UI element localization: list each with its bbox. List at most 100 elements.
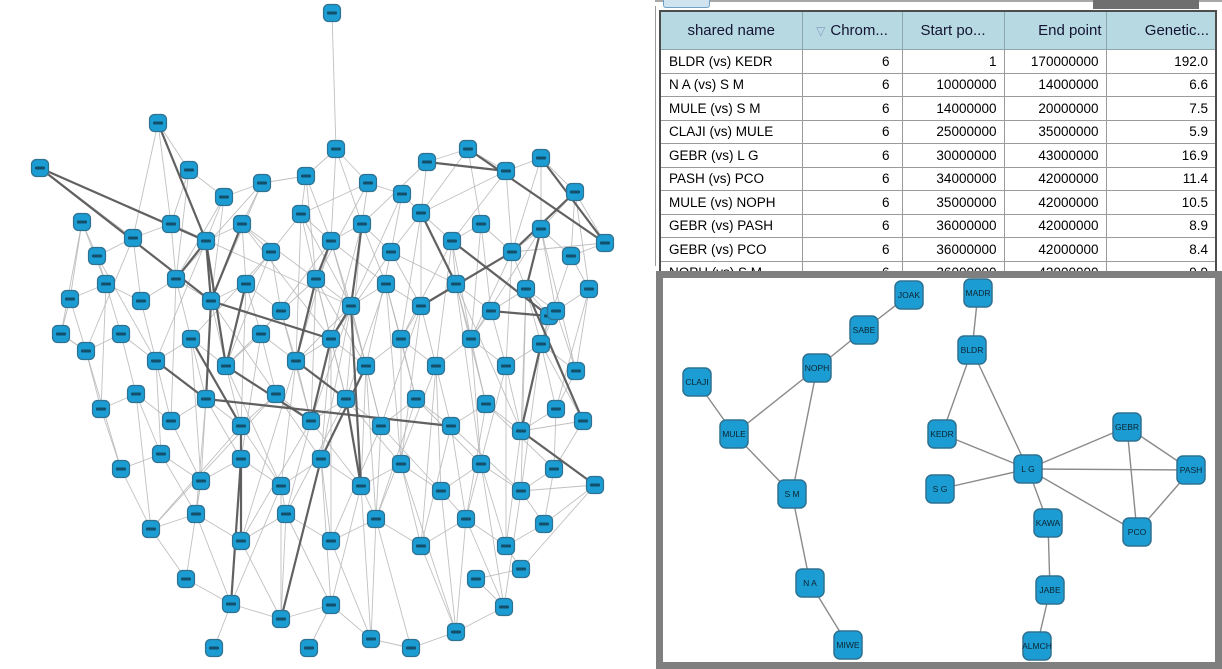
overview-node[interactable]: [336, 389, 356, 409]
node-GEBR[interactable]: GEBR: [1112, 412, 1142, 442]
overview-node[interactable]: [91, 399, 111, 419]
overview-node[interactable]: [291, 204, 311, 224]
table-cell[interactable]: 14000000: [901, 96, 1005, 121]
overview-node[interactable]: [322, 3, 342, 23]
overview-node[interactable]: [181, 329, 201, 349]
overview-node[interactable]: [126, 384, 146, 404]
table-cell[interactable]: BLDR (vs) KEDR: [659, 49, 803, 74]
overview-node[interactable]: [401, 638, 421, 658]
table-cell[interactable]: 35000000: [901, 190, 1005, 215]
table-row[interactable]: GEBR (vs) PCO 6 36000000 42000000 8.4: [659, 237, 1217, 262]
overview-node[interactable]: [442, 231, 462, 251]
node-MIWE[interactable]: MIWE: [833, 630, 863, 660]
overview-node[interactable]: [431, 481, 451, 501]
table-cell[interactable]: N A (vs) S M: [659, 72, 803, 97]
overview-node[interactable]: [87, 246, 107, 266]
table-cell[interactable]: 16.9: [1105, 143, 1217, 168]
overview-node[interactable]: [321, 329, 341, 349]
table-cell[interactable]: 10.5: [1105, 190, 1217, 215]
table-cell[interactable]: 30000000: [901, 143, 1005, 168]
node-SG[interactable]: S G: [925, 474, 955, 504]
overview-node[interactable]: [76, 341, 96, 361]
table-cell[interactable]: 36000000: [901, 237, 1005, 262]
overview-node[interactable]: [276, 504, 296, 524]
table-cell[interactable]: 43000000: [1003, 143, 1107, 168]
overview-node[interactable]: [311, 449, 331, 469]
overview-node[interactable]: [471, 454, 491, 474]
node-SABE[interactable]: SABE: [849, 315, 879, 345]
table-row[interactable]: MULE (vs) NOPH 6 35000000 42000000 10.5: [659, 190, 1217, 215]
table-row[interactable]: GEBR (vs) PASH 6 36000000 42000000 8.9: [659, 213, 1217, 238]
overview-node[interactable]: [411, 296, 431, 316]
overview-node[interactable]: [60, 289, 80, 309]
table-cell[interactable]: 6: [801, 49, 903, 74]
overview-node[interactable]: [531, 148, 551, 168]
overview-node[interactable]: [376, 274, 396, 294]
table-cell[interactable]: 6: [801, 213, 903, 238]
overview-node[interactable]: [231, 416, 251, 436]
overview-node[interactable]: [391, 454, 411, 474]
panel-tab-fragment[interactable]: [663, 0, 710, 8]
overview-node[interactable]: [141, 519, 161, 539]
overview-node[interactable]: [352, 214, 372, 234]
overview-node[interactable]: [566, 361, 586, 381]
overview-node[interactable]: [96, 274, 116, 294]
table-cell[interactable]: CLAJI (vs) MULE: [659, 119, 803, 144]
table-cell[interactable]: MULE (vs) S M: [659, 96, 803, 121]
table-cell[interactable]: 5.9: [1105, 119, 1217, 144]
overview-node[interactable]: [417, 152, 437, 172]
overview-node[interactable]: [446, 622, 466, 642]
node-KEDR[interactable]: KEDR: [927, 419, 957, 449]
overview-node[interactable]: [261, 242, 281, 262]
overview-node[interactable]: [161, 214, 181, 234]
overview-node[interactable]: [321, 231, 341, 251]
table-cell[interactable]: 1: [901, 49, 1005, 74]
overview-node[interactable]: [585, 475, 605, 495]
overview-node[interactable]: [446, 274, 466, 294]
table-cell[interactable]: GEBR (vs) PASH: [659, 213, 803, 238]
node-KAWA[interactable]: KAWA: [1033, 508, 1063, 538]
overview-node[interactable]: [511, 481, 531, 501]
node-CLAJI[interactable]: CLAJI: [682, 367, 712, 397]
overview-node[interactable]: [561, 246, 581, 266]
column-header-chrom[interactable]: ▽ Chrom...: [801, 10, 903, 50]
table-cell[interactable]: 42000000: [1003, 190, 1107, 215]
table-cell[interactable]: 7.5: [1105, 96, 1217, 121]
overview-node[interactable]: [544, 459, 564, 479]
overview-node[interactable]: [296, 166, 316, 186]
overview-node[interactable]: [511, 421, 531, 441]
overview-node[interactable]: [546, 301, 566, 321]
overview-node[interactable]: [201, 291, 221, 311]
overview-node[interactable]: [123, 228, 143, 248]
overview-network-canvas[interactable]: [0, 0, 656, 669]
overview-node[interactable]: [51, 324, 71, 344]
table-row[interactable]: PASH (vs) PCO 6 34000000 42000000 11.4: [659, 166, 1217, 191]
table-cell[interactable]: 6: [801, 96, 903, 121]
table-row[interactable]: N A (vs) S M 6 10000000 14000000 6.6: [659, 72, 1217, 97]
table-cell[interactable]: 42000000: [1003, 213, 1107, 238]
overview-node[interactable]: [358, 173, 378, 193]
overview-node[interactable]: [546, 399, 566, 419]
overview-node[interactable]: [441, 416, 461, 436]
node-JABE[interactable]: JABE: [1035, 575, 1065, 605]
overview-node[interactable]: [516, 279, 536, 299]
table-cell[interactable]: 170000000: [1003, 49, 1107, 74]
table-cell[interactable]: 8.9: [1105, 213, 1217, 238]
overview-node[interactable]: [301, 411, 321, 431]
overview-node[interactable]: [411, 203, 431, 223]
overview-node[interactable]: [534, 514, 554, 534]
overview-node[interactable]: [411, 536, 431, 556]
overview-node[interactable]: [306, 269, 326, 289]
overview-node[interactable]: [366, 509, 386, 529]
table-cell[interactable]: 6: [801, 119, 903, 144]
overview-node[interactable]: [326, 139, 346, 159]
table-row[interactable]: BLDR (vs) KEDR 6 1 170000000 192.0: [659, 49, 1217, 74]
table-cell[interactable]: 6: [801, 190, 903, 215]
overview-node[interactable]: [351, 476, 371, 496]
overview-node[interactable]: [371, 416, 391, 436]
overview-node[interactable]: [496, 356, 516, 376]
overview-node[interactable]: [286, 351, 306, 371]
node-SM[interactable]: S M: [777, 479, 807, 509]
node-NOPH[interactable]: NOPH: [802, 353, 832, 383]
table-cell[interactable]: 42000000: [1003, 166, 1107, 191]
